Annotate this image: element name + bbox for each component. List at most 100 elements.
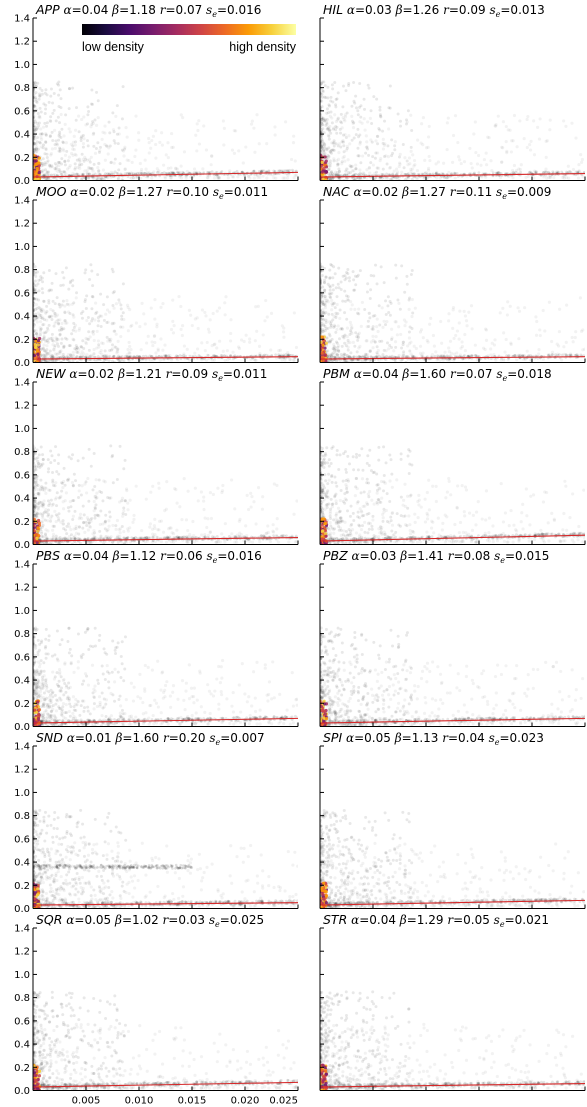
y-tick-label: 1.2 <box>14 583 30 594</box>
dataset-code: HIL <box>323 2 343 17</box>
panel-str: STR α=0.04 β=1.29 r=0.05 se=0.021 <box>319 912 586 1091</box>
fit-line <box>32 536 299 542</box>
r-value: =0.10 <box>172 185 209 199</box>
density-cloud <box>33 262 298 363</box>
y-tick-label: 0.0 <box>14 722 30 733</box>
dataset-code: SQR <box>36 912 62 927</box>
dataset-code: APP <box>35 2 60 17</box>
r-value: =0.05 <box>453 913 490 927</box>
r-value: =0.09 <box>449 3 486 17</box>
se-value: =0.018 <box>507 367 551 381</box>
panel-app: 0.0 0.2 0.4 0.6 0.8 1.0 1.2 1.4 APP α=0.04 β=1.1… <box>14 2 299 187</box>
r-value: =0.07 <box>165 3 202 17</box>
y-tick-label: 1.4 <box>14 924 30 935</box>
beta-value: =1.26 <box>403 3 440 17</box>
y-tick-label: 0.2 <box>14 517 30 528</box>
se-value: =0.007 <box>220 731 264 745</box>
y-tick-label: 1.0 <box>14 242 30 253</box>
y-tick-label: 0.6 <box>14 834 30 845</box>
panel-title: APP α=0.04 β=1.18 r=0.07 se=0.016 <box>35 2 261 19</box>
y-tick-label: 0.8 <box>14 993 30 1004</box>
alpha-value: =0.04 <box>72 549 109 563</box>
y-tick-label: 0.8 <box>14 447 30 458</box>
panel-title: SPI α=0.05 β=1.13 r=0.04 se=0.023 <box>323 730 544 747</box>
fit-line <box>319 534 586 542</box>
beta-value: =1.13 <box>402 731 439 745</box>
dataset-code: NEW <box>36 366 66 381</box>
y-tick-label: 1.0 <box>14 60 30 71</box>
y-tick-label: 0.4 <box>14 130 30 141</box>
y-tick-label: 0.8 <box>14 265 30 276</box>
fit-line <box>32 1081 299 1088</box>
y-tick-label: 0.0 <box>14 540 30 551</box>
colorbar-strip <box>82 24 296 35</box>
alpha-value: =0.04 <box>72 3 109 17</box>
y-tick-label: 0.6 <box>14 1016 30 1027</box>
panels-group: 0.0 0.2 0.4 0.6 0.8 1.0 1.2 1.4 APP α=0.04 β=1.1… <box>14 2 586 1107</box>
panel-snd: 0.0 0.2 0.4 0.6 0.8 1.0 1.2 1.4 SND α=0.01 β=1.6… <box>14 730 299 915</box>
y-tick-label: 0.2 <box>14 881 30 892</box>
fit-line <box>319 356 586 360</box>
beta-value: =1.12 <box>120 549 157 563</box>
panel-title: SQR α=0.05 β=1.02 r=0.03 se=0.025 <box>36 912 264 929</box>
y-tick-label: 1.2 <box>14 947 30 958</box>
y-tick-label: 1.4 <box>14 14 30 25</box>
density-cloud <box>320 445 585 545</box>
dataset-code: PBZ <box>323 548 348 563</box>
y-tick-label: 0.6 <box>14 470 30 481</box>
density-cloud <box>33 626 298 727</box>
beta-value: =1.18 <box>119 3 156 17</box>
panel-title: SND α=0.01 β=1.60 r=0.20 se=0.007 <box>36 730 265 747</box>
panel-title: MOO α=0.02 β=1.27 r=0.10 se=0.011 <box>36 184 268 201</box>
y-tick-label: 1.0 <box>14 606 30 617</box>
density-cloud <box>320 626 585 727</box>
panel-nac: NAC α=0.02 β=1.27 r=0.11 se=0.009 <box>319 184 586 363</box>
density-cloud <box>33 444 298 545</box>
y-tick-label: 0.8 <box>14 811 30 822</box>
r-value: =0.08 <box>454 549 491 563</box>
alpha-value: =0.05 <box>74 913 111 927</box>
density-cloud <box>320 80 585 181</box>
x-tick-label: 0.015 <box>178 1096 207 1107</box>
y-tick-label: 0.2 <box>14 1063 30 1074</box>
y-tick-label: 0.2 <box>14 699 30 710</box>
panel-title: NAC α=0.02 β=1.27 r=0.11 se=0.009 <box>323 184 551 201</box>
se-value: =0.016 <box>217 549 261 563</box>
density-cloud <box>33 990 298 1091</box>
y-tick-label: 1.4 <box>14 196 30 207</box>
panel-title: PBZ α=0.03 β=1.41 r=0.08 se=0.015 <box>323 548 549 565</box>
x-tick-label: 0.025 <box>269 1096 298 1107</box>
fit-line <box>319 1082 586 1088</box>
dataset-code: SPI <box>323 730 342 745</box>
y-tick-label: 1.0 <box>14 970 30 981</box>
r-value: =0.09 <box>171 367 208 381</box>
density-cloud <box>320 808 585 909</box>
beta-value: =1.41 <box>407 549 444 563</box>
y-tick-label: 0.4 <box>14 312 30 323</box>
y-tick-label: 0.8 <box>14 629 30 640</box>
y-tick-label: 0.0 <box>14 176 30 187</box>
alpha-value: =0.05 <box>354 731 391 745</box>
panel-pbm: PBM α=0.04 β=1.60 r=0.07 se=0.018 <box>319 366 586 545</box>
r-value: =0.06 <box>166 549 203 563</box>
y-tick-label: 1.2 <box>14 765 30 776</box>
alpha-value: =0.03 <box>355 3 392 17</box>
y-tick-label: 0.4 <box>14 494 30 505</box>
y-tick-label: 0.8 <box>14 83 30 94</box>
y-tick-label: 1.4 <box>14 742 30 753</box>
se-value: =0.011 <box>224 185 268 199</box>
beta-value: =1.60 <box>122 731 159 745</box>
fit-line <box>319 717 586 724</box>
r-value: =0.11 <box>455 185 492 199</box>
y-tick-label: 1.4 <box>14 560 30 571</box>
se-value: =0.013 <box>500 3 544 17</box>
se-value: =0.015 <box>505 549 549 563</box>
panel-title: NEW α=0.02 β=1.21 r=0.09 se=0.011 <box>36 366 267 383</box>
panel-pbz: PBZ α=0.03 β=1.41 r=0.08 se=0.015 <box>319 548 586 727</box>
y-tick-label: 1.4 <box>14 378 30 389</box>
panel-pbs: 0.0 0.2 0.4 0.6 0.8 1.0 1.2 1.4 PBS α=0.04 β=1.1… <box>14 548 299 733</box>
x-tick-label: 0.010 <box>125 1096 154 1107</box>
fit-line <box>32 902 299 906</box>
alpha-value: =0.01 <box>75 731 112 745</box>
y-tick-label: 1.2 <box>14 37 30 48</box>
